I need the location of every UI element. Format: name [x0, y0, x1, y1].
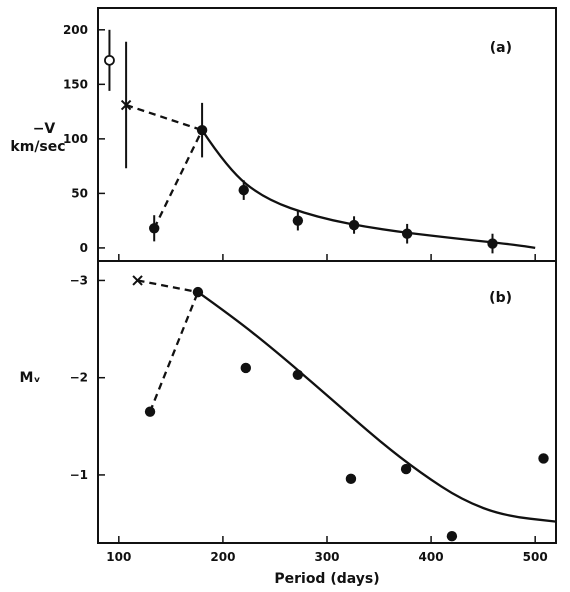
panel-a-cross-marker — [120, 99, 132, 111]
panel-a-dashed-line — [125, 103, 203, 132]
panel-b-data-point — [446, 530, 458, 542]
panel-a-data-point — [149, 223, 160, 234]
panel-a-data-point — [292, 215, 304, 226]
panel-b-data-point — [345, 473, 357, 485]
panel-b-y-tick-label: −2 — [70, 371, 88, 385]
x-tick-label: 100 — [106, 550, 131, 564]
panel-a-y-tick-label: 100 — [63, 132, 88, 146]
panel-a-dashed-line — [153, 129, 204, 229]
panel-b-y-tick-label: −1 — [70, 468, 88, 482]
panel-b-data-point — [292, 369, 304, 380]
panel-b-label: (b) — [489, 290, 512, 306]
panel-b-data-point — [400, 463, 412, 475]
panel-b-solid-curve — [197, 291, 557, 523]
panel-b-cross-marker — [132, 275, 143, 286]
x-tick-label: 500 — [523, 550, 548, 564]
panel-b-dashed-line — [137, 279, 199, 294]
panel-b-data-point — [192, 286, 204, 298]
panel-a-data-point — [401, 228, 413, 239]
panel-a-ylabel-line1: −V — [33, 121, 56, 137]
panel-a-data-point — [196, 124, 208, 136]
panel-a-y-tick-label: 150 — [63, 77, 88, 91]
panel-b-data-point — [240, 362, 252, 374]
panel-a-data-point — [487, 238, 498, 249]
panel-a-y-tick-label: 200 — [63, 23, 88, 37]
panel-a-open-point — [104, 54, 115, 66]
panel-a-data-point — [238, 184, 249, 196]
panel-b-ylabel: Mᵥ — [20, 370, 41, 386]
x-axis-title: Period (days) — [274, 571, 379, 587]
x-tick-label: 400 — [419, 550, 444, 564]
x-tick-label: 300 — [314, 550, 339, 564]
panel-a-y-tick-label: 0 — [80, 241, 88, 255]
panel-b-frame — [97, 260, 557, 544]
panel-a-frame — [97, 7, 557, 262]
panel-b-y-tick-label: −3 — [70, 273, 88, 287]
panel-a-label: (a) — [490, 40, 512, 56]
panel-a-ylabel-line2: km/sec — [10, 139, 65, 155]
x-tick-label: 200 — [210, 550, 235, 564]
panel-b-data-point — [144, 406, 156, 417]
panel-b-data-point — [538, 453, 549, 464]
panel-a-y-tick-label: 50 — [71, 186, 88, 200]
panel-b-dashed-line — [148, 291, 199, 413]
panel-a-data-point — [348, 219, 360, 231]
panel-a-solid-curve — [201, 129, 536, 250]
